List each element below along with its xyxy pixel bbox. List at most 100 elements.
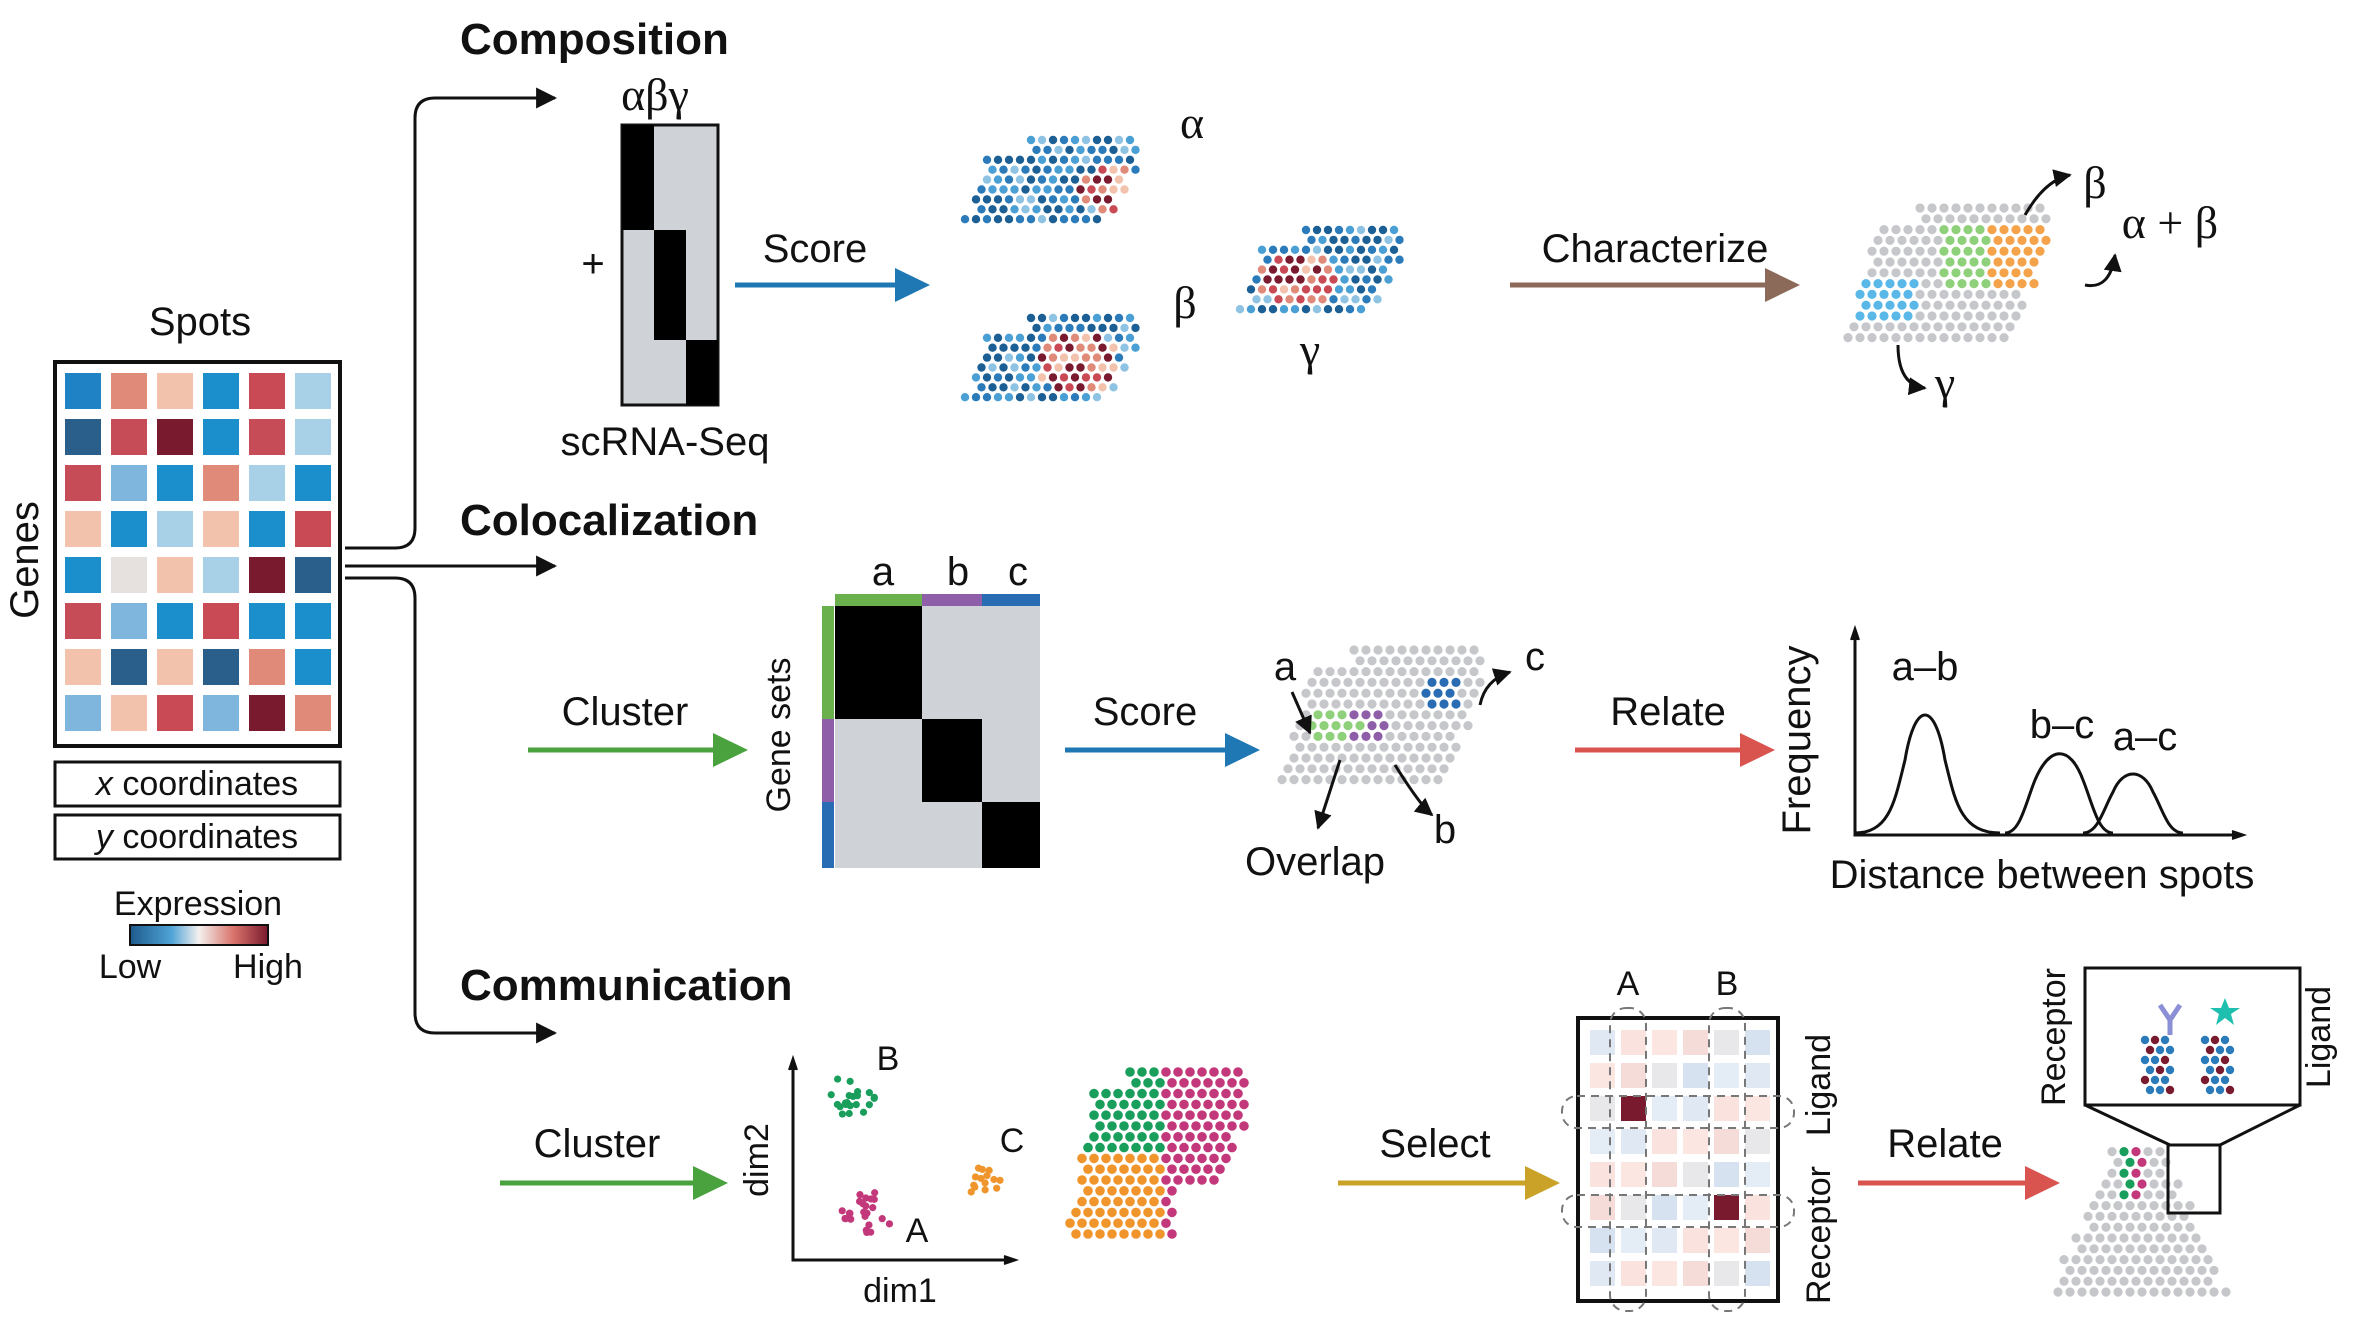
branch-arrows [345,87,558,1044]
dim1-axis-label: dim1 [863,1272,937,1310]
scrna-signature-matrix [620,123,720,407]
heading-communication: Communication [460,961,792,1010]
composition-greek-header: αβγ [621,69,689,120]
colocalization-cluster-label: Cluster [562,690,689,734]
peak-a-b-label: a–b [1892,645,1959,689]
expression-legend-title: Expression [114,885,282,923]
y-coordinates-box [53,813,342,861]
colocalization-panel: Cluster Gene sets a b c Score a c b Over… [528,550,2254,897]
receptor-icon [2157,1003,2183,1035]
distance-axis-label: Distance between spots [1830,853,2255,897]
gamma-pointer-arrow [1896,344,1927,396]
composition-score-arrowhead [895,268,930,302]
communication-panel: Cluster dim2 dim1 B A C Select A B Ligan… [500,965,2338,1312]
legend-high-label: High [233,948,303,986]
beta-score-map [960,313,1140,402]
map-alpha-label: α [1180,97,1204,148]
map-gamma-label: γ [1299,324,1320,375]
matrix-B-label: B [1716,965,1739,1003]
zoom-receptor-label: Receptor [2035,968,2073,1106]
gene-sets-label: Gene sets [760,658,798,813]
cluster-B-label: B [877,1040,900,1078]
scrna-seq-label: scRNA-Seq [561,420,770,464]
composition-panel: αβγ + scRNA-Seq Score α β γ Characterize… [561,69,2219,464]
dim2-axis-label: dim2 [738,1123,776,1197]
branch-to-communication-arrow [345,576,558,1044]
result-beta-label: β [2083,157,2106,208]
communication-cluster-map [1065,1067,1249,1239]
characterize-label: Characterize [1542,227,1769,271]
frequency-axis-label: Frequency [1775,646,1819,835]
ligand-star-icon [2210,998,2240,1025]
cluster-B-points [827,1075,878,1118]
characterize-arrowhead [1765,268,1800,302]
heading-composition: Composition [460,15,729,64]
embedding-axes [791,1062,1012,1262]
set-c-label: c [1008,550,1028,594]
spots-label: Spots [149,300,251,344]
colocalization-score-arrowhead [1225,733,1260,767]
map-a-label: a [1274,645,1297,689]
set-a-label: a [872,550,895,594]
communication-cluster-arrowhead [693,1166,728,1200]
peak-b-c-curve [2004,752,2114,835]
result-gamma-label: γ [1934,357,1955,408]
set-b-label: b [947,550,969,594]
expression-matrix-frame [53,360,342,748]
frequency-plot-axes [1853,632,2240,837]
peak-a-b-curve [1854,713,2001,835]
matrix-A-label: A [1617,965,1640,1003]
colocalization-cluster-arrowhead [713,733,748,767]
composition-score-label: Score [763,227,868,271]
colocalization-score-label: Score [1093,690,1198,734]
x-coordinates-label: x coordinates [94,765,298,803]
select-label: Select [1379,1122,1490,1166]
cluster-C-label: C [1000,1122,1025,1160]
x-coordinates-box [53,760,342,808]
colocalization-relate-arrowhead [1740,733,1775,767]
composition-plus-sign: + [581,242,604,286]
branch-to-composition-arrow [345,87,558,550]
peak-b-c-label: b–c [2030,703,2095,747]
colocalization-relate-label: Relate [1610,690,1726,734]
cluster-A-label: A [906,1212,929,1250]
map-a-pointer [1290,691,1312,735]
communication-relate-label: Relate [1887,1122,2003,1166]
select-arrowhead [1525,1166,1560,1200]
communication-cluster-label: Cluster [534,1122,661,1166]
map-beta-label: β [1173,277,1196,328]
composition-result-map [1843,203,2051,343]
communication-relate-arrowhead [2025,1166,2060,1200]
expression-matrix [65,373,331,731]
heading-colocalization: Colocalization [460,496,758,545]
y-coordinates-label: y coordinates [94,818,298,856]
overlap-label: Overlap [1245,840,1385,884]
peak-a-c-curve [2082,772,2184,835]
gene-set-cluster-matrix [822,594,1040,868]
interaction-zoom-inset [2083,966,2302,1147]
alpha-beta-pointer-arrow [2084,253,2122,288]
beta-pointer-arrow [2023,169,2072,216]
map-b-pointer [1393,764,1434,817]
matrix-receptor-label: Receptor [1800,1166,1838,1304]
distance-frequency-plot [1850,624,2248,840]
zoom-ligand-label: Ligand [2300,986,2338,1088]
embedding-plot [788,1054,1020,1265]
peak-a-c-label: a–c [2113,715,2178,759]
gamma-score-map [1235,225,1404,314]
input-panel: Spots Genes x coordinates y coordinates … [3,300,342,986]
colocalization-map [1277,645,1485,785]
map-b-label: b [1434,808,1456,852]
ligand-receptor-matrix [1561,1007,1795,1312]
relate-tissue-map [2053,1143,2231,1297]
overlap-pointer [1314,759,1342,830]
map-c-pointer [1478,668,1512,706]
cluster-A-points [838,1189,894,1237]
matrix-ligand-label: Ligand [1800,1034,1838,1136]
cluster-C-points [967,1164,1004,1196]
map-c-label: c [1525,635,1545,679]
genes-label: Genes [3,501,47,619]
alpha-score-map [960,135,1140,224]
expression-colorbar [129,924,269,946]
